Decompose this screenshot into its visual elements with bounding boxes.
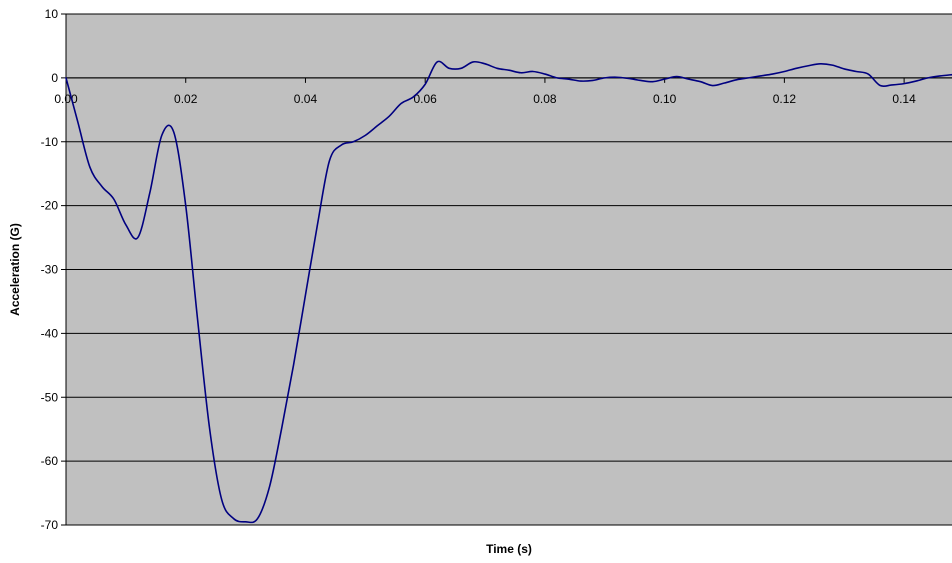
x-tick-label: 0.08 bbox=[533, 92, 557, 106]
x-tick-label: 0.04 bbox=[294, 92, 318, 106]
x-axis-title: Time (s) bbox=[486, 542, 532, 556]
x-tick-label: 0.12 bbox=[773, 92, 797, 106]
y-axis-title: Acceleration (G) bbox=[8, 223, 22, 316]
y-tick-label: 0 bbox=[51, 71, 58, 85]
x-tick-label: 0.06 bbox=[414, 92, 438, 106]
axes bbox=[61, 13, 952, 526]
y-tick-label: -30 bbox=[41, 263, 59, 277]
x-tick-label: 0.02 bbox=[174, 92, 198, 106]
series-line bbox=[65, 60, 952, 524]
y-tick-label: -70 bbox=[41, 518, 59, 532]
y-tick-label: -10 bbox=[41, 135, 59, 149]
x-tick-label: 0.14 bbox=[892, 92, 916, 106]
y-tick-label: -60 bbox=[41, 454, 59, 468]
y-tick-label: -20 bbox=[41, 199, 59, 213]
x-tick-label: 0.10 bbox=[653, 92, 677, 106]
y-tick-label: 10 bbox=[45, 7, 59, 21]
y-tick-label: -40 bbox=[41, 326, 59, 340]
y-tick-labels: 10 0 -10 -20 -30 -40 -50 -60 -70 bbox=[41, 7, 59, 532]
x-tick-label: 0.00 bbox=[54, 92, 78, 106]
y-tick-label: -50 bbox=[41, 390, 59, 404]
series-layer bbox=[65, 60, 952, 524]
